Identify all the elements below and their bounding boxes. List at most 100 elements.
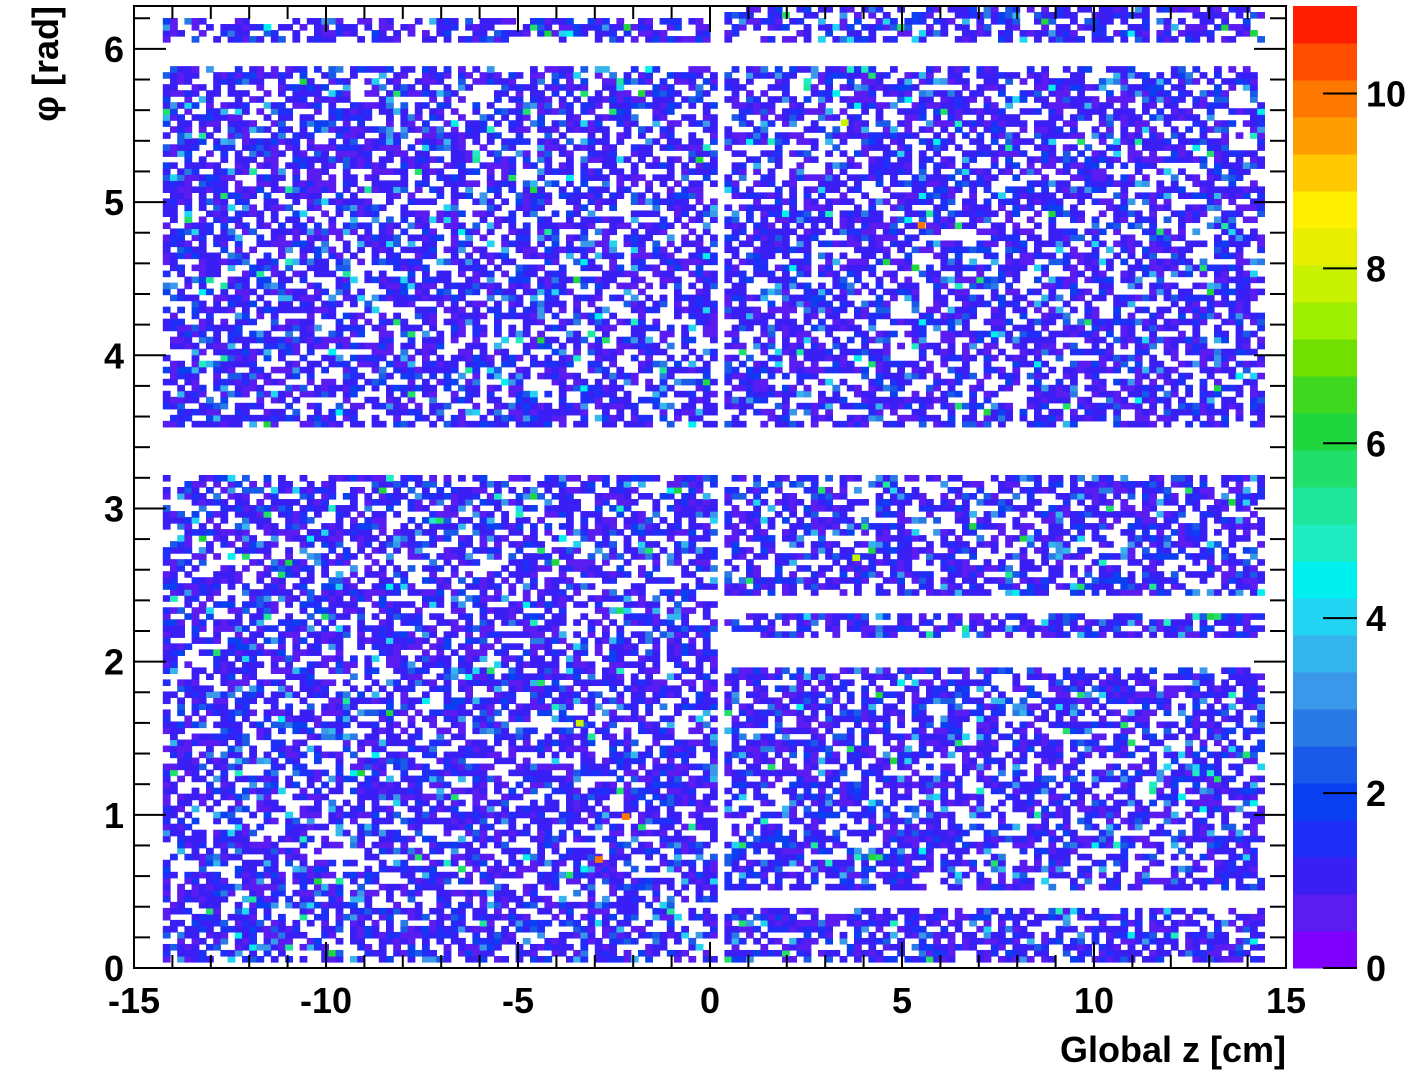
heatmap-cell bbox=[415, 295, 423, 302]
heatmap-cell bbox=[480, 746, 488, 753]
heatmap-cell bbox=[544, 216, 552, 223]
heatmap-cell bbox=[372, 589, 380, 596]
heatmap-cell bbox=[220, 355, 228, 362]
heatmap-cell bbox=[213, 253, 221, 260]
heatmap-cell bbox=[537, 932, 545, 939]
heatmap-cell bbox=[458, 409, 466, 416]
heatmap-cell bbox=[292, 325, 300, 332]
heatmap-cell bbox=[501, 884, 509, 891]
heatmap-cell bbox=[242, 806, 250, 813]
heatmap-cell bbox=[451, 361, 459, 368]
heatmap-cell bbox=[523, 162, 531, 169]
heatmap-cell bbox=[408, 896, 416, 903]
heatmap-cell bbox=[508, 812, 516, 819]
heatmap-cell bbox=[494, 607, 502, 614]
heatmap-cell bbox=[393, 493, 401, 500]
heatmap-cell bbox=[537, 637, 545, 644]
heatmap-cell bbox=[444, 138, 452, 145]
heatmap-cell bbox=[429, 571, 437, 578]
heatmap-cell bbox=[163, 391, 171, 398]
heatmap-cell bbox=[429, 319, 437, 326]
heatmap-cell bbox=[465, 824, 473, 831]
heatmap-cell bbox=[292, 637, 300, 644]
heatmap-cell bbox=[170, 18, 178, 25]
heatmap-cell bbox=[350, 818, 358, 825]
heatmap-cell bbox=[271, 499, 279, 506]
heatmap-cell bbox=[271, 788, 279, 795]
heatmap-cell bbox=[213, 511, 221, 518]
heatmap-cell bbox=[307, 313, 315, 320]
heatmap-cell bbox=[472, 289, 480, 296]
heatmap-cell bbox=[400, 475, 408, 482]
heatmap-cell bbox=[530, 818, 538, 825]
heatmap-cell bbox=[300, 180, 308, 187]
heatmap-cell bbox=[487, 890, 495, 897]
heatmap-cell bbox=[336, 709, 344, 716]
heatmap-cell bbox=[451, 138, 459, 145]
heatmap-cell bbox=[458, 247, 466, 254]
heatmap-cell bbox=[544, 301, 552, 308]
heatmap-cell bbox=[220, 144, 228, 151]
heatmap-cell bbox=[235, 679, 243, 686]
heatmap-cell bbox=[480, 601, 488, 608]
heatmap-cell bbox=[177, 126, 185, 133]
heatmap-cell bbox=[544, 734, 552, 741]
heatmap-cell bbox=[408, 126, 416, 133]
heatmap-cell bbox=[285, 114, 293, 121]
heatmap-cell bbox=[336, 409, 344, 416]
heatmap-cell bbox=[292, 872, 300, 879]
heatmap-cell bbox=[256, 505, 264, 512]
heatmap-cell bbox=[422, 84, 430, 91]
heatmap-cell bbox=[494, 415, 502, 422]
heatmap-cell bbox=[487, 529, 495, 536]
heatmap-cell bbox=[235, 770, 243, 777]
heatmap-cell bbox=[343, 547, 351, 554]
heatmap-cell bbox=[465, 367, 473, 374]
heatmap-cell bbox=[379, 758, 387, 765]
heatmap-cell bbox=[242, 637, 250, 644]
heatmap-cell bbox=[228, 168, 236, 175]
heatmap-cell bbox=[170, 812, 178, 819]
heatmap-cell bbox=[537, 595, 545, 602]
heatmap-cell bbox=[300, 932, 308, 939]
heatmap-cell bbox=[314, 914, 322, 921]
heatmap-cell bbox=[372, 691, 380, 698]
heatmap-cell bbox=[400, 577, 408, 584]
heatmap-cell bbox=[292, 673, 300, 680]
heatmap-cell bbox=[372, 481, 380, 488]
heatmap-cell bbox=[516, 848, 524, 855]
heatmap-cell bbox=[508, 108, 516, 115]
heatmap-cell bbox=[429, 126, 437, 133]
heatmap-cell bbox=[228, 764, 236, 771]
heatmap-cell bbox=[228, 138, 236, 145]
heatmap-cell bbox=[530, 619, 538, 626]
heatmap-cell bbox=[415, 138, 423, 145]
heatmap-cell bbox=[386, 192, 394, 199]
heatmap-cell bbox=[444, 535, 452, 542]
heatmap-cell bbox=[242, 944, 250, 951]
heatmap-cell bbox=[386, 836, 394, 843]
heatmap-cell bbox=[206, 511, 214, 518]
heatmap-cell bbox=[422, 247, 430, 254]
heatmap-cell bbox=[487, 295, 495, 302]
heatmap-cell bbox=[451, 529, 459, 536]
heatmap-cell bbox=[264, 842, 272, 849]
heatmap-cell bbox=[544, 746, 552, 753]
heatmap-cell bbox=[372, 824, 380, 831]
heatmap-cell bbox=[220, 830, 228, 837]
heatmap-cell bbox=[444, 84, 452, 91]
heatmap-cell bbox=[285, 589, 293, 596]
heatmap-cell bbox=[213, 295, 221, 302]
heatmap-cell bbox=[343, 691, 351, 698]
heatmap-cell bbox=[199, 271, 207, 278]
heatmap-cell bbox=[408, 535, 416, 542]
heatmap-cell bbox=[422, 265, 430, 272]
heatmap-cell bbox=[530, 601, 538, 608]
heatmap-cell bbox=[523, 397, 531, 404]
heatmap-cell bbox=[213, 361, 221, 368]
heatmap-cell bbox=[300, 511, 308, 518]
heatmap-cell bbox=[264, 331, 272, 338]
heatmap-cell bbox=[487, 902, 495, 909]
heatmap-cell bbox=[537, 283, 545, 290]
heatmap-cell bbox=[480, 535, 488, 542]
